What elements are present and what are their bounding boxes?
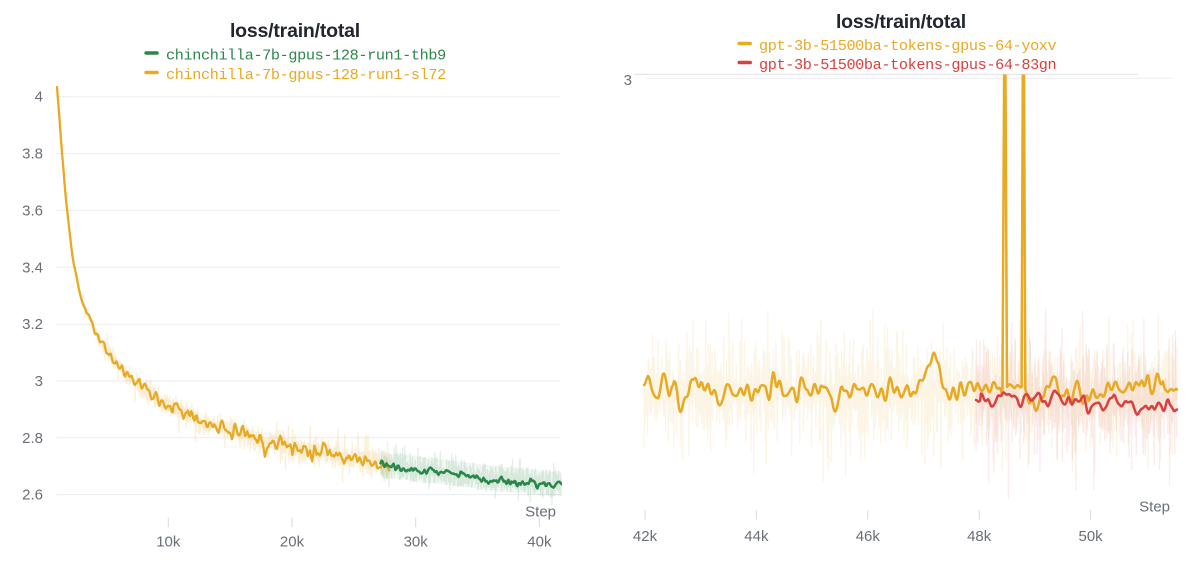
svg-text:2.6: 2.6 [22, 487, 43, 504]
svg-text:40k: 40k [527, 534, 552, 551]
svg-text:20k: 20k [280, 534, 305, 551]
svg-text:gpt-3b-51500ba-tokens-gpus-64-: gpt-3b-51500ba-tokens-gpus-64-83gn [759, 56, 1056, 74]
svg-text:3: 3 [624, 72, 632, 89]
svg-text:10k: 10k [156, 534, 181, 551]
svg-text:3.4: 3.4 [22, 259, 43, 276]
svg-text:4: 4 [35, 89, 43, 106]
svg-text:Step: Step [1139, 499, 1170, 516]
svg-text:42k: 42k [633, 528, 658, 545]
svg-text:44k: 44k [744, 528, 769, 545]
svg-text:46k: 46k [856, 528, 881, 545]
svg-text:gpt-3b-51500ba-tokens-gpus-64-: gpt-3b-51500ba-tokens-gpus-64-yoxv [759, 37, 1057, 55]
svg-text:48k: 48k [967, 528, 992, 545]
svg-text:50k: 50k [1079, 528, 1104, 545]
svg-text:loss/train/total: loss/train/total [836, 11, 966, 33]
svg-text:3.8: 3.8 [22, 146, 43, 163]
svg-text:chinchilla-7b-gpus-128-run1-sl: chinchilla-7b-gpus-128-run1-sl72 [166, 66, 446, 84]
svg-text:Step: Step [525, 504, 556, 521]
svg-text:chinchilla-7b-gpus-128-run1-th: chinchilla-7b-gpus-128-run1-thb9 [166, 46, 446, 64]
svg-text:3.2: 3.2 [22, 316, 43, 333]
svg-text:30k: 30k [404, 534, 429, 551]
svg-text:3: 3 [35, 373, 43, 390]
svg-text:2.8: 2.8 [22, 430, 43, 447]
svg-text:loss/train/total: loss/train/total [230, 20, 360, 42]
svg-text:3.6: 3.6 [22, 202, 43, 219]
